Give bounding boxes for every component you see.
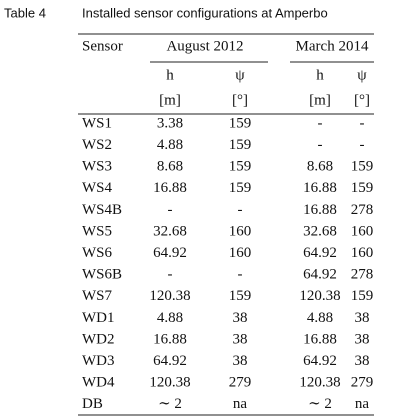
table-cell: - (168, 202, 173, 218)
table-cell: 8.68 (307, 159, 333, 175)
column-header: March 2014 (296, 38, 369, 54)
table-cell: ∼ 2 (308, 396, 332, 412)
table-cell: 159 (229, 137, 252, 153)
row-label: DB (82, 396, 103, 412)
column-subheader: ψ (235, 67, 245, 83)
table-cell: 64.92 (153, 245, 187, 261)
row-label: WS5 (82, 223, 112, 239)
table-cell: 16.88 (303, 202, 337, 218)
table-cell: 64.92 (303, 267, 337, 283)
table-label: Table 4 (4, 5, 46, 20)
table-cell: 120.38 (149, 288, 190, 304)
table-cell: 38 (233, 310, 248, 326)
table-cell: 64.92 (153, 353, 187, 369)
table-cell: - (238, 267, 243, 283)
table-cell: 159 (229, 159, 252, 175)
table-cell: 38 (233, 331, 248, 347)
table-cell: 4.88 (307, 310, 333, 326)
table-cell: - (360, 137, 365, 153)
table-caption: Installed sensor configurations at Amper… (82, 5, 328, 20)
table-cell: 278 (351, 267, 374, 283)
table-cell: 159 (229, 180, 252, 196)
column-subheader: ψ (357, 67, 367, 83)
table-cell: 120.38 (299, 288, 340, 304)
table-cell: 38 (355, 331, 370, 347)
column-subheader: h (166, 67, 174, 83)
table-cell: 4.88 (157, 310, 183, 326)
column-header: Sensor (82, 38, 123, 54)
table-cell: 120.38 (149, 375, 190, 391)
row-label: WS2 (82, 137, 112, 153)
table-cell: 159 (229, 288, 252, 304)
table-cell: - (360, 115, 365, 131)
row-label: WD1 (82, 310, 115, 326)
column-unit: [m] (159, 92, 181, 108)
row-label: WD4 (82, 375, 115, 391)
table-cell: 3.38 (157, 115, 183, 131)
row-label: WS1 (82, 115, 112, 131)
table-cell: - (318, 115, 323, 131)
table-cell: 8.68 (157, 159, 183, 175)
table-cell: - (318, 137, 323, 153)
row-label: WS6B (82, 267, 122, 283)
table-cell: 64.92 (303, 353, 337, 369)
table-cell: 120.38 (299, 375, 340, 391)
table-cell: 38 (355, 353, 370, 369)
column-unit: [m] (309, 92, 331, 108)
table-cell: ∼ 2 (158, 396, 182, 412)
table-cell: 279 (351, 375, 374, 391)
table-cell: na (355, 396, 370, 412)
table-cell: 159 (351, 180, 374, 196)
table-cell: 159 (351, 159, 374, 175)
table-cell: 38 (355, 310, 370, 326)
table-cell: - (168, 267, 173, 283)
row-label: WD2 (82, 331, 115, 347)
table-cell: - (238, 202, 243, 218)
table-cell: 279 (229, 375, 252, 391)
table-cell: 16.88 (303, 180, 337, 196)
row-label: WS3 (82, 159, 112, 175)
table-cell: 32.68 (153, 223, 187, 239)
table-cell: 64.92 (303, 245, 337, 261)
table-cell: 32.68 (303, 223, 337, 239)
table-cell: 159 (229, 115, 252, 131)
table-cell: 160 (351, 223, 374, 239)
column-subheader: h (316, 67, 324, 83)
column-unit: [°] (354, 92, 370, 108)
table-cell: 160 (229, 223, 252, 239)
table-cell: 16.88 (153, 331, 187, 347)
row-label: WS6 (82, 245, 113, 261)
row-label: WD3 (82, 353, 115, 369)
table-cell: 16.88 (303, 331, 337, 347)
table-cell: 278 (351, 202, 374, 218)
table-cell: 16.88 (153, 180, 187, 196)
table-cell: 160 (229, 245, 252, 261)
table-cell: 38 (233, 353, 248, 369)
table-cell: 159 (351, 288, 374, 304)
row-label: WS4B (82, 202, 122, 218)
row-label: WS7 (82, 288, 113, 304)
column-header: August 2012 (166, 38, 243, 54)
row-label: WS4 (82, 180, 113, 196)
table-cell: 4.88 (157, 137, 183, 153)
table-cell: 160 (351, 245, 374, 261)
column-unit: [°] (232, 92, 248, 108)
table-cell: na (233, 396, 248, 412)
